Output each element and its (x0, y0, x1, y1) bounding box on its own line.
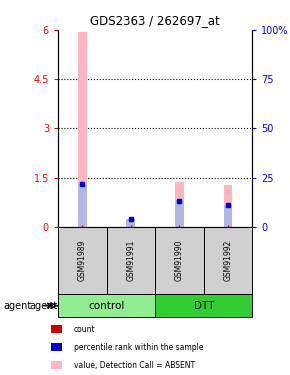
FancyBboxPatch shape (204, 227, 252, 294)
Text: count: count (74, 325, 96, 334)
Bar (175, 182, 184, 227)
FancyBboxPatch shape (58, 294, 155, 317)
Bar (126, 220, 135, 227)
Text: GSM91992: GSM91992 (224, 240, 233, 281)
FancyBboxPatch shape (106, 227, 155, 294)
Text: percentile rank within the sample: percentile rank within the sample (74, 343, 204, 352)
Text: control: control (88, 301, 125, 310)
FancyBboxPatch shape (155, 227, 204, 294)
Bar (224, 185, 232, 227)
Text: value, Detection Call = ABSENT: value, Detection Call = ABSENT (74, 361, 195, 370)
Text: agent: agent (3, 301, 31, 310)
Text: GSM91991: GSM91991 (126, 240, 135, 281)
Text: DTT: DTT (193, 301, 214, 310)
Bar (78, 184, 87, 227)
Text: GSM91989: GSM91989 (78, 240, 87, 281)
Bar (224, 205, 232, 227)
Bar (78, 32, 87, 227)
Bar (126, 219, 135, 227)
Text: agent: agent (30, 301, 58, 310)
Text: GSM91990: GSM91990 (175, 240, 184, 281)
Title: GDS2363 / 262697_at: GDS2363 / 262697_at (90, 15, 220, 27)
Bar (175, 201, 184, 227)
FancyBboxPatch shape (155, 294, 252, 317)
FancyBboxPatch shape (58, 227, 106, 294)
